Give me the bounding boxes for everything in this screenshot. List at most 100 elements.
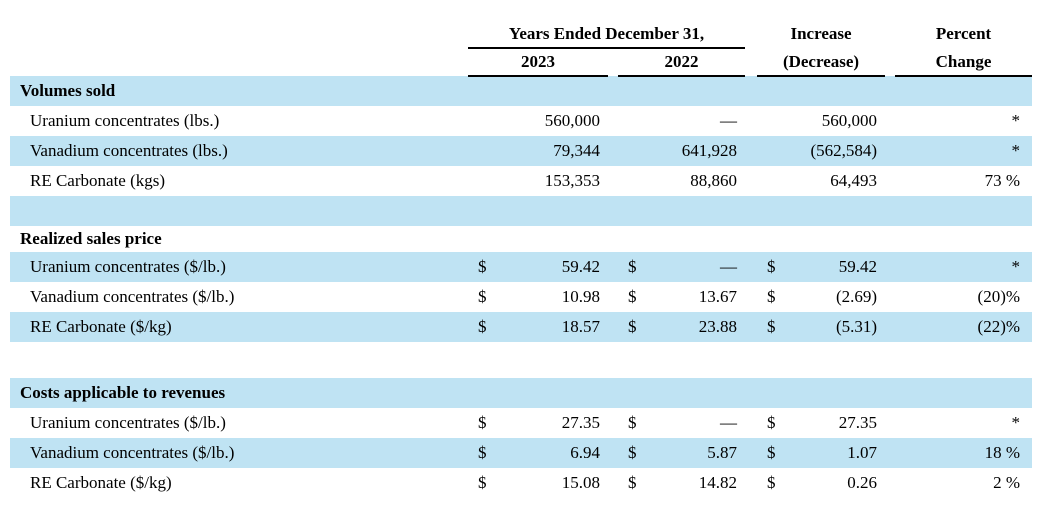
currency-symbol: $	[478, 473, 487, 492]
value-percent-change: *	[895, 252, 1033, 282]
value-increase: 0.26	[847, 473, 878, 492]
value-increase: (5.31)	[787, 312, 886, 342]
column-gap	[885, 106, 895, 136]
value-2022: 14.82	[698, 473, 738, 492]
value-increase: 27.35	[838, 413, 878, 432]
currency-symbol	[757, 106, 787, 136]
currency-symbol	[757, 166, 787, 196]
currency-symbol: $	[468, 252, 498, 282]
currency-symbol: $	[628, 413, 637, 432]
value-2022: 23.88	[648, 312, 746, 342]
row-label: Vanadium concentrates (lbs.)	[10, 136, 468, 166]
value-percent-change: *	[895, 136, 1033, 166]
table-row-vanadium-volume: Vanadium concentrates (lbs.) 79,344 641,…	[10, 136, 1033, 166]
table-row-uranium-price: Uranium concentrates ($/lb.) $ 59.42 $ —…	[10, 252, 1033, 282]
row-label: Uranium concentrates (lbs.)	[30, 111, 220, 130]
value-2023: 10.98	[561, 287, 600, 306]
column-gap	[745, 166, 757, 196]
row-label: Uranium concentrates ($/lb.)	[10, 252, 468, 282]
table-row-uranium-cost: Uranium concentrates ($/lb.) $ 27.35 $ —…	[10, 408, 1032, 438]
column-gap	[608, 136, 618, 166]
header-row-bottom: 2023 2022 (Decrease) Change	[10, 48, 1033, 77]
currency-symbol	[618, 166, 648, 196]
value-2022: —	[720, 413, 738, 432]
column-gap	[745, 136, 758, 166]
row-label: RE Carbonate ($/kg)	[10, 312, 468, 342]
value-2023: 18.57	[498, 312, 608, 342]
column-gap	[745, 408, 757, 438]
column-gap	[885, 378, 896, 408]
value-increase: 59.42	[787, 252, 886, 282]
column-gap	[608, 378, 618, 408]
value-2022: 88,860	[690, 171, 738, 190]
column-gap	[885, 252, 896, 282]
column-gap	[608, 48, 618, 76]
currency-symbol: $	[468, 312, 498, 342]
table-row-re-carbonate-volume: RE Carbonate (kgs) 153,353 88,860 64,493…	[10, 166, 1032, 196]
column-gap	[745, 76, 758, 106]
row-label: RE Carbonate ($/kg)	[30, 473, 172, 492]
years-ended-group-header: Years Ended December 31,	[468, 20, 746, 49]
currency-symbol: $	[468, 438, 498, 468]
value-2023: 15.08	[561, 473, 600, 492]
column-gap	[885, 282, 895, 312]
table-row-re-carbonate-cost: RE Carbonate ($/kg) $ 15.08 $ 14.82 $ 0.…	[10, 468, 1032, 498]
column-gap	[608, 312, 618, 342]
column-gap	[885, 438, 896, 468]
section-row-volumes-sold: Volumes sold	[10, 76, 1033, 106]
section-title: Costs applicable to revenues	[10, 378, 468, 408]
header-row-top: Years Ended December 31, Increase Percen…	[10, 20, 1032, 49]
column-gap	[608, 252, 618, 282]
column-gap	[885, 166, 895, 196]
column-gap	[745, 312, 758, 342]
currency-symbol: $	[618, 312, 648, 342]
column-gap	[745, 468, 757, 498]
column-gap	[745, 106, 757, 136]
currency-symbol	[757, 136, 788, 166]
column-gap	[608, 408, 618, 438]
column-gap	[885, 136, 896, 166]
section-title: Realized sales price	[20, 229, 162, 248]
column-header-2022: 2022	[618, 48, 746, 77]
column-gap	[608, 76, 618, 106]
currency-symbol: $	[478, 413, 487, 432]
currency-symbol	[468, 166, 498, 196]
column-gap	[885, 76, 896, 106]
value-increase: 64,493	[830, 171, 878, 190]
value-2022: —	[648, 252, 746, 282]
value-percent-change: 18 %	[895, 438, 1033, 468]
value-2022: —	[720, 111, 738, 130]
value-2023: 153,353	[544, 171, 600, 190]
column-gap	[608, 438, 618, 468]
column-gap	[745, 48, 757, 76]
column-gap	[745, 20, 757, 48]
value-percent-change: (22)%	[895, 312, 1033, 342]
column-gap	[745, 438, 758, 468]
row-label: Uranium concentrates ($/lb.)	[30, 413, 226, 432]
currency-symbol: $	[757, 252, 788, 282]
column-gap	[885, 312, 896, 342]
currency-symbol: $	[618, 252, 648, 282]
column-gap	[745, 252, 758, 282]
column-gap	[885, 48, 895, 76]
increase-header: Increase	[790, 24, 852, 43]
currency-symbol: $	[767, 473, 776, 492]
column-gap	[885, 468, 895, 498]
column-gap	[885, 20, 895, 48]
column-gap	[608, 226, 618, 252]
spacer-row	[10, 342, 1032, 378]
value-increase: 560,000	[821, 111, 878, 130]
column-gap	[745, 226, 757, 252]
column-header-decrease: (Decrease)	[757, 48, 886, 77]
currency-symbol	[618, 106, 648, 136]
value-increase: (562,584)	[787, 136, 886, 166]
currency-symbol	[468, 136, 498, 166]
column-gap	[608, 166, 618, 196]
spacer-row	[10, 196, 1033, 226]
column-gap	[885, 226, 895, 252]
row-label: Vanadium concentrates ($/lb.)	[10, 438, 468, 468]
table-row-uranium-volume: Uranium concentrates (lbs.) 560,000 — 56…	[10, 106, 1032, 136]
value-percent-change: 2 %	[993, 473, 1021, 492]
table-row-re-carbonate-price: RE Carbonate ($/kg) $ 18.57 $ 23.88 $ (5…	[10, 312, 1033, 342]
